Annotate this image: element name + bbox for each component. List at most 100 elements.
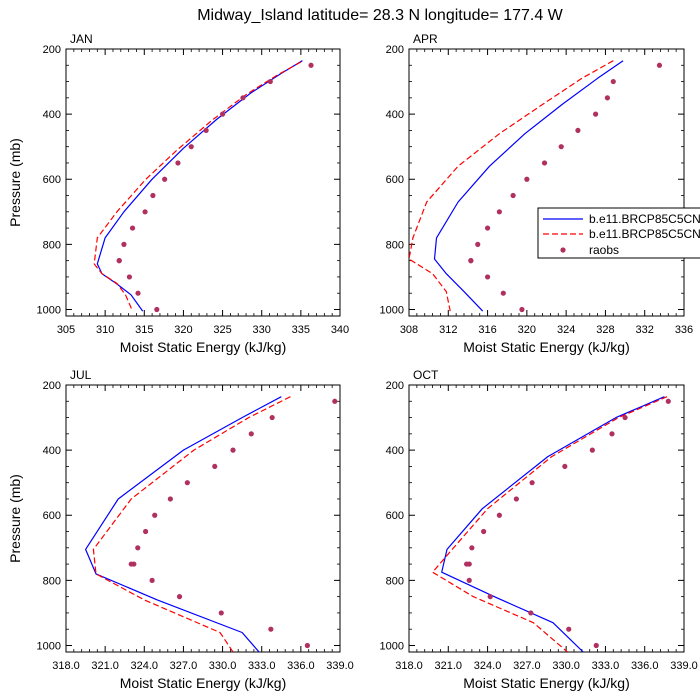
jul-raobs-point — [135, 545, 141, 551]
jan-xtick-label: 330 — [253, 324, 271, 336]
panel-oct: 318.0 321.0 324.0 327.0 330.0 333.0 336.0 339.0… — [380, 368, 698, 691]
jan-raobs-point — [135, 290, 141, 296]
jan-xtick-label: 315 — [135, 324, 153, 336]
jul-ytick-label: 600 — [43, 510, 61, 522]
jul-raobs-point — [248, 431, 254, 437]
apr-series-run2-line — [409, 60, 614, 312]
apr-xtick-label: 320 — [518, 324, 536, 336]
apr-raobs-point — [484, 274, 491, 280]
panel-apr: 308 312 316 320 324 328 332 336 200 400 600 800 1000… — [380, 32, 694, 355]
apr-ytick-label: 1000 — [380, 304, 404, 316]
jan-xtick-label: 340 — [331, 324, 349, 336]
jul-plot-frame — [65, 384, 341, 653]
oct-xtick-label: 327.0 — [513, 660, 541, 672]
apr-series-group — [409, 60, 663, 313]
oct-series-run1-line — [441, 396, 665, 652]
jan-raobs-point — [188, 144, 194, 150]
jul-xtick-label: 324.0 — [131, 660, 159, 672]
jan-ytick-label: 400 — [43, 109, 61, 121]
apr-raobs-point — [524, 176, 530, 182]
oct-raobs-point — [562, 463, 568, 470]
jan-series-group — [93, 60, 314, 313]
jul-xtick-label: 339.0 — [326, 660, 354, 672]
oct-ytick-label: 400 — [386, 445, 404, 457]
oct-raobs-point — [622, 414, 628, 421]
jul-raobs-point — [176, 594, 183, 600]
jul-y-axis-label: Pressure (mb) — [7, 474, 23, 563]
apr-raobs-point — [519, 306, 525, 313]
apr-raobs-point — [484, 225, 491, 231]
jan-xtick-label: 320 — [174, 324, 192, 336]
oct-ytick-label: 200 — [386, 380, 404, 392]
oct-ytick-label: 800 — [386, 575, 404, 587]
oct-raobs-point — [665, 398, 671, 404]
jan-raobs-point — [308, 62, 314, 68]
jan-series-run1-line — [96, 60, 303, 312]
jan-raobs-point — [116, 258, 122, 264]
apr-raobs-point — [656, 62, 663, 68]
oct-ytick-label: 1000 — [380, 640, 404, 652]
jan-raobs-point — [121, 241, 127, 247]
legend-label-run2: b.e11.BRCP85C5CNBDRD.f09_g16.002 — [589, 227, 700, 241]
oct-x-axis-label: Moist Static Energy (kJ/kg) — [463, 675, 630, 691]
jul-raobs-point — [268, 626, 274, 632]
oct-xtick-label: 318.0 — [395, 660, 423, 672]
oct-raobs-point — [589, 447, 595, 453]
jul-raobs-point — [167, 496, 173, 502]
jul-xtick-label: 333.0 — [248, 660, 276, 672]
apr-series-run1-line — [433, 60, 624, 312]
panel-jul: 318.0 321.0 324.0 327.0 330.0 333.0 336.0 339.0… — [7, 368, 354, 691]
apr-raobs-point — [593, 111, 599, 117]
apr-raobs-point — [541, 160, 548, 166]
jan-xtick-label: 335 — [292, 324, 310, 336]
apr-xtick-label: 308 — [400, 324, 418, 336]
apr-xtick-label: 312 — [439, 324, 457, 336]
oct-raobs-point — [487, 594, 493, 600]
apr-plot-frame — [408, 48, 685, 317]
jul-raobs-point — [304, 642, 310, 649]
figure-title: Midway_Island latitude= 28.3 N longitude… — [197, 7, 563, 24]
jan-plot-frame — [65, 48, 341, 317]
jan-raobs-point — [150, 192, 156, 199]
jul-ytick-label: 200 — [43, 380, 61, 392]
jul-raobs-point — [149, 577, 155, 583]
jul-x-axis-label: Moist Static Energy (kJ/kg) — [120, 675, 287, 691]
jul-raobs-point — [131, 561, 137, 567]
jul-xtick-label: 321.0 — [91, 660, 119, 672]
jul-raobs-point — [152, 512, 158, 518]
oct-xtick-label: 336.0 — [631, 660, 659, 672]
apr-ytick-label: 600 — [386, 174, 404, 186]
jul-xtick-label: 336.0 — [287, 660, 315, 672]
jul-xtick-label: 330.0 — [209, 660, 237, 672]
jan-raobs-point — [240, 95, 246, 101]
jul-raobs-point — [142, 528, 149, 535]
jan-y-axis-label: Pressure (mb) — [7, 138, 23, 227]
oct-raobs-point — [464, 561, 470, 567]
oct-raobs-point — [469, 545, 475, 551]
apr-raobs-point — [604, 95, 610, 101]
apr-xtick-label: 324 — [557, 324, 575, 336]
jan-raobs-point — [203, 127, 209, 134]
apr-raobs-point — [510, 192, 516, 199]
oct-raobs-point — [609, 431, 615, 437]
jan-x-axis-label: Moist Static Energy (kJ/kg) — [120, 339, 287, 355]
apr-raobs-point — [575, 127, 581, 134]
apr-xtick-label: 328 — [596, 324, 614, 336]
jul-raobs-point — [269, 414, 275, 421]
oct-panel-title: OCT — [413, 368, 439, 382]
apr-panel-title: APR — [413, 32, 438, 46]
jul-raobs-point — [230, 447, 236, 453]
oct-raobs-point — [528, 610, 534, 616]
oct-xtick-label: 321.0 — [435, 660, 463, 672]
jan-xtick-label: 325 — [213, 324, 231, 336]
oct-xtick-label: 339.0 — [670, 660, 698, 672]
apr-ytick-label: 200 — [386, 44, 404, 56]
apr-raobs-point — [496, 209, 502, 215]
apr-ytick-label: 800 — [386, 239, 404, 251]
jul-ytick-label: 400 — [43, 445, 61, 457]
apr-raobs-point — [500, 290, 506, 296]
jan-raobs-point — [142, 209, 148, 215]
oct-raobs-point — [496, 512, 502, 518]
jan-raobs-point — [126, 274, 133, 280]
jul-ytick-label: 1000 — [37, 640, 61, 652]
